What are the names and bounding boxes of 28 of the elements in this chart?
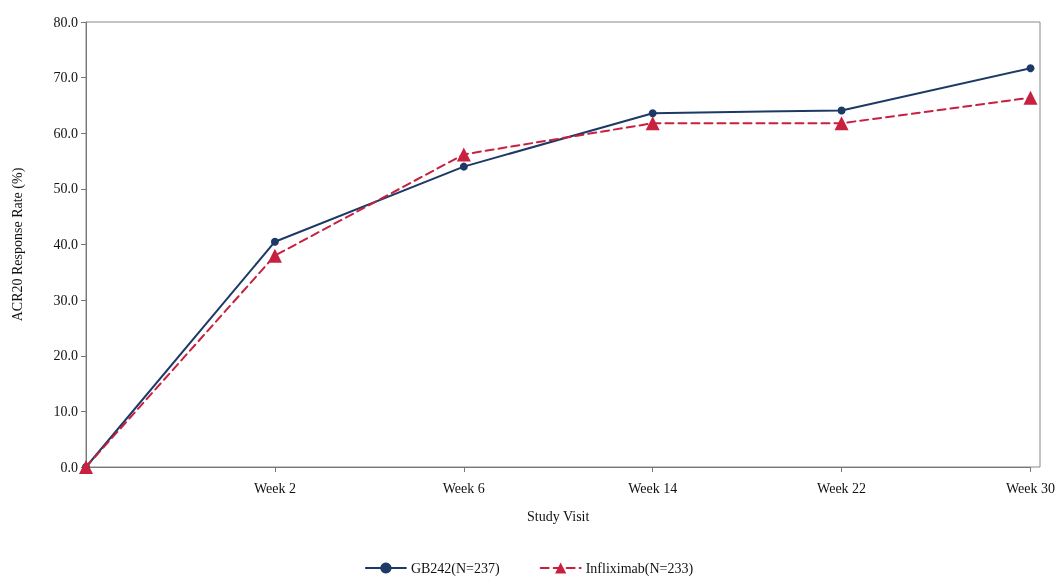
y-tick-label: 10.0 bbox=[53, 403, 78, 419]
x-tick-label: Week 22 bbox=[817, 480, 867, 496]
y-tick-label: 60.0 bbox=[53, 125, 78, 141]
point bbox=[837, 106, 846, 115]
y-tick-label: 50.0 bbox=[53, 181, 78, 197]
y-tick-label: 30.0 bbox=[53, 292, 78, 308]
point bbox=[1026, 64, 1035, 73]
y-tick-label: 0.0 bbox=[60, 459, 78, 475]
point bbox=[834, 116, 849, 131]
y-tick-label: 80.0 bbox=[53, 14, 78, 30]
x-tick-label: Week 30 bbox=[1005, 480, 1056, 496]
x-tick-label: Week 6 bbox=[442, 480, 485, 496]
point bbox=[648, 109, 657, 118]
x-tick-label: Week 2 bbox=[253, 480, 296, 496]
legend-label: GB242(N=237) bbox=[410, 560, 501, 577]
point bbox=[456, 147, 471, 162]
x-tick-label: Week 14 bbox=[628, 480, 678, 496]
y-tick-label: 20.0 bbox=[53, 348, 78, 364]
point bbox=[267, 248, 282, 263]
point bbox=[1023, 90, 1038, 105]
point bbox=[459, 162, 468, 171]
y-tick-label: 40.0 bbox=[53, 237, 78, 252]
point bbox=[645, 116, 660, 131]
y-tick-label: 70.0 bbox=[53, 70, 78, 86]
point bbox=[270, 237, 279, 246]
legend-label: Infliximab(N=233) bbox=[585, 560, 694, 577]
x-axis-title: Study Visit bbox=[527, 508, 590, 524]
y-axis-title: ACR20 Response Rate (%) bbox=[9, 167, 26, 322]
